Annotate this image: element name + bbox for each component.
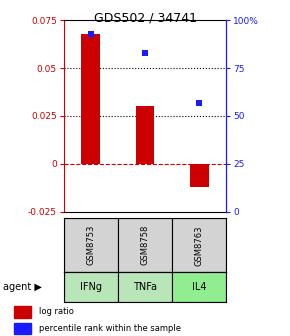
Text: IL4: IL4 [192, 282, 206, 292]
Bar [190, 164, 209, 187]
Text: GSM8763: GSM8763 [195, 225, 204, 265]
Text: GSM8753: GSM8753 [86, 225, 95, 265]
Text: IFNg: IFNg [80, 282, 102, 292]
Text: log ratio: log ratio [39, 307, 74, 316]
Bar [172, 218, 226, 272]
Text: TNFa: TNFa [133, 282, 157, 292]
Text: percentile rank within the sample: percentile rank within the sample [39, 324, 181, 333]
Bar [118, 218, 172, 272]
Bar [64, 218, 118, 272]
Text: agent ▶: agent ▶ [3, 282, 42, 292]
Text: GSM8758: GSM8758 [140, 225, 150, 265]
Bar [14, 323, 30, 334]
Bar [64, 272, 118, 302]
Bar [135, 107, 155, 164]
Bar [118, 272, 172, 302]
Bar [14, 306, 30, 318]
Bar [81, 34, 100, 164]
Text: GDS502 / 34741: GDS502 / 34741 [93, 12, 197, 25]
Bar [172, 272, 226, 302]
